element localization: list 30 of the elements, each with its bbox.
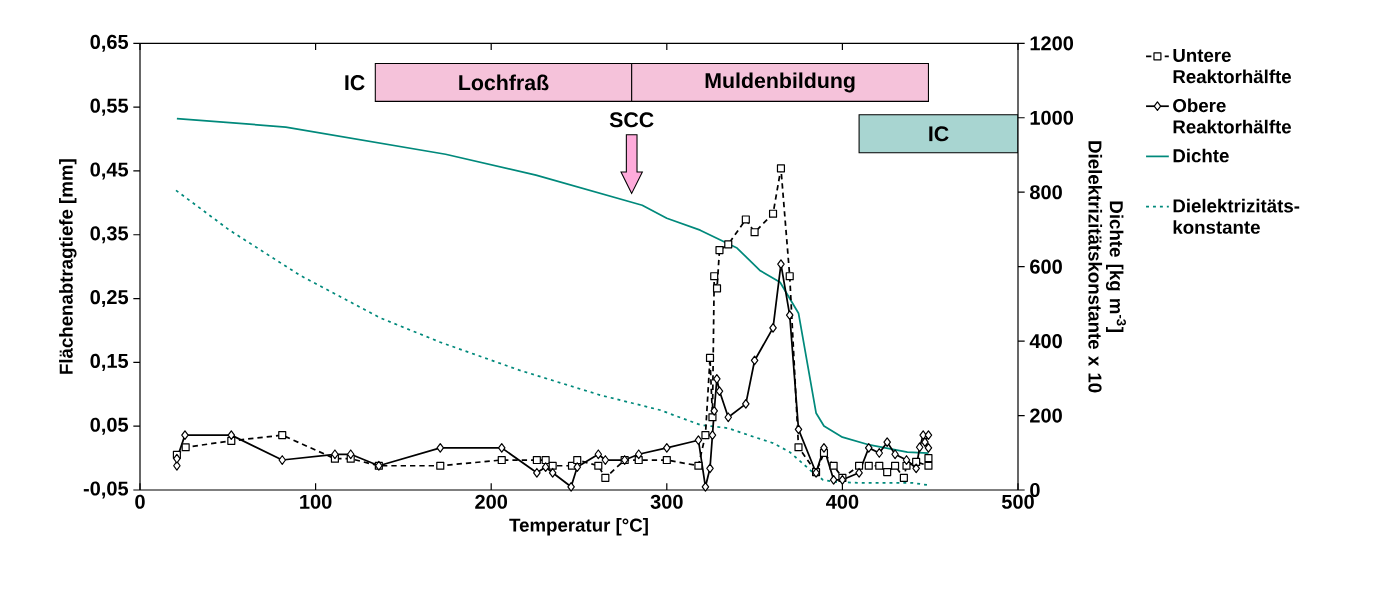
legend-label: Untere Reaktorhälfte [1173, 48, 1291, 84]
y-tick-label: 0,65 [90, 34, 129, 52]
y2-tick-label: 400 [1029, 334, 1062, 349]
legend-label: Dielektrizitäts-konstante [1173, 198, 1300, 234]
band-label: IC [929, 126, 949, 142]
y-tick-label: 0,55 [90, 98, 129, 116]
y2-tick-label: 1000 [1030, 110, 1074, 125]
y-tick-label: 0,35 [90, 226, 129, 244]
annotation: SCC [609, 112, 654, 128]
x-tick-label: 300 [650, 494, 683, 509]
y2-tick-label: 800 [1030, 185, 1062, 200]
y-tick-label: 0,05 [90, 417, 129, 435]
y-tick-label: 0,15 [90, 353, 129, 371]
y2-tick-label: 1200 [1030, 36, 1074, 51]
x-axis-title: Temperatur [°C] [509, 518, 648, 536]
band-label: Muldenbildung [705, 72, 855, 93]
y-tick-label: 0,45 [90, 162, 129, 180]
annotation: IC [345, 75, 365, 91]
legend-label: Obere Reaktorhälfte [1173, 98, 1291, 134]
band-label: Lochfraß [459, 74, 549, 91]
x-tick-label: 400 [826, 494, 859, 509]
y2-tick-label: 200 [1030, 408, 1062, 423]
y-tick-label: -0,05 [83, 481, 129, 499]
x-tick-label: 0 [135, 494, 145, 509]
y-tick-label: 0,25 [90, 290, 129, 308]
legend-label: Dichte [1173, 148, 1229, 163]
x-tick-label: 200 [475, 494, 508, 509]
x-tick-label: 100 [300, 494, 332, 509]
y2-tick-label: 600 [1030, 259, 1062, 274]
y-axis-title: Flächenabtragtiefe [mm] [59, 159, 77, 374]
